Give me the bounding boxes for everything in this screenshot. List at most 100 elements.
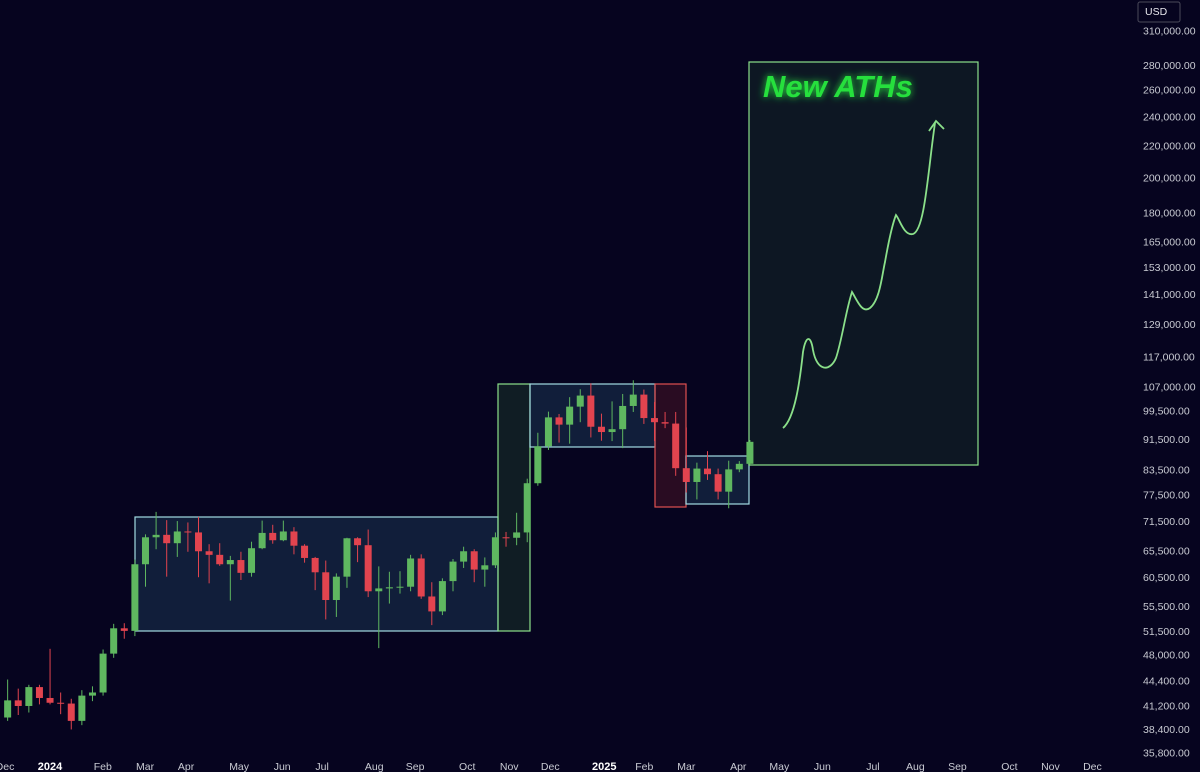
candle-body <box>640 394 648 419</box>
x-tick-label: Sep <box>948 761 967 772</box>
y-tick-label: 107,000.00 <box>1143 381 1196 393</box>
candle-body <box>258 532 266 549</box>
y-tick-label: 220,000.00 <box>1143 140 1196 152</box>
candles <box>4 380 754 730</box>
candle-body <box>544 417 552 447</box>
y-tick-label: 180,000.00 <box>1143 208 1196 220</box>
candle-body <box>301 545 309 558</box>
candle-body <box>385 587 393 589</box>
x-tick-label: Feb <box>94 761 112 772</box>
candle-body <box>566 406 574 425</box>
candle-body <box>14 700 22 706</box>
candle-body <box>417 558 425 597</box>
x-tick-label: May <box>229 761 250 772</box>
candle-body <box>269 532 277 541</box>
y-tick-label: 280,000.00 <box>1143 60 1196 72</box>
candle-body <box>449 561 457 582</box>
projection-curve <box>782 122 936 429</box>
candle-body <box>682 468 690 482</box>
x-tick-label: Dec <box>1083 761 1102 772</box>
y-tick-label: 35,800.00 <box>1143 748 1190 760</box>
x-tick-label: Jul <box>315 761 328 772</box>
y-tick-label: 99,500.00 <box>1143 406 1190 418</box>
y-tick-label: 153,000.00 <box>1143 262 1196 274</box>
candle-body <box>502 537 510 539</box>
candle-body <box>597 426 605 433</box>
candle-body <box>491 537 499 566</box>
candle-body <box>141 537 149 565</box>
x-tick-label: Sep <box>406 761 425 772</box>
x-tick-label: Aug <box>365 761 384 772</box>
candle-body <box>184 531 192 533</box>
candle-body <box>248 548 256 573</box>
candle-body <box>438 581 446 612</box>
projection-box <box>748 61 979 466</box>
candle-body <box>619 405 627 430</box>
axes: 310,000.00 280,000.00 260,000.00 240,000.00… <box>0 26 1196 772</box>
candle-body <box>534 446 542 484</box>
candle-body <box>311 557 319 573</box>
candle-body <box>332 576 340 601</box>
candle-body <box>131 564 139 631</box>
candle-body <box>343 538 351 577</box>
x-tick-label: Mar <box>136 761 155 772</box>
y-tick-label: 91,500.00 <box>1143 434 1190 446</box>
candle-body <box>725 469 733 492</box>
x-tick-label: 2025 <box>592 761 616 772</box>
x-tick-label: Oct <box>1001 761 1017 772</box>
candle-body <box>279 531 287 541</box>
currency: USD <box>1145 6 1168 18</box>
candle-body <box>693 468 701 482</box>
range-box <box>134 516 499 632</box>
candle-body <box>587 395 595 427</box>
y-tick-label: 65,500.00 <box>1143 546 1190 558</box>
y-tick-label: 60,500.00 <box>1143 572 1190 584</box>
candle-body <box>205 551 213 555</box>
candle-body <box>88 692 96 696</box>
y-tick-label: 129,000.00 <box>1143 319 1196 331</box>
candle-body <box>216 554 224 565</box>
x-tick-label: Apr <box>178 761 195 772</box>
x-tick-label: 2024 <box>38 761 63 772</box>
candle-body <box>46 697 54 703</box>
x-tick-label: Feb <box>635 761 653 772</box>
candle-body <box>163 534 171 544</box>
candle-body <box>672 423 680 469</box>
candle-body <box>375 588 383 592</box>
candle-body <box>290 531 298 546</box>
candle-body <box>110 628 118 654</box>
candle-body <box>173 531 181 544</box>
candle-body <box>35 687 43 698</box>
candle-body <box>470 551 478 570</box>
candle-body <box>99 653 107 693</box>
candle-body <box>608 429 616 433</box>
y-tick-label: 260,000.00 <box>1143 85 1196 97</box>
candle-body <box>428 596 436 612</box>
y-tick-label: 38,400.00 <box>1143 724 1190 736</box>
y-tick-label: 48,000.00 <box>1143 649 1190 661</box>
y-tick-label: 141,000.00 <box>1143 289 1196 301</box>
candle-body <box>735 463 743 470</box>
candle-body <box>364 545 372 592</box>
candle-body <box>78 695 86 721</box>
candle-body <box>746 441 754 464</box>
candle-body <box>396 586 404 588</box>
candle-body <box>354 538 362 546</box>
y-tick-label: 41,200.00 <box>1143 701 1190 713</box>
x-tick-label: Apr <box>730 761 747 772</box>
candle-body <box>704 468 712 475</box>
candle-body <box>407 558 415 587</box>
candle-body <box>4 700 12 718</box>
candle-body <box>513 532 521 538</box>
y-tick-label: 83,500.00 <box>1143 464 1190 476</box>
x-tick-label: Mar <box>677 761 696 772</box>
candle-body <box>460 551 468 562</box>
y-tick-label: 200,000.00 <box>1143 172 1196 184</box>
candle-body <box>650 418 658 423</box>
candle-body <box>226 560 234 565</box>
x-tick-label: Jun <box>274 761 291 772</box>
y-tick-label: 51,500.00 <box>1143 626 1190 638</box>
x-tick-label: Nov <box>1041 761 1060 772</box>
x-tick-label: Aug <box>906 761 925 772</box>
